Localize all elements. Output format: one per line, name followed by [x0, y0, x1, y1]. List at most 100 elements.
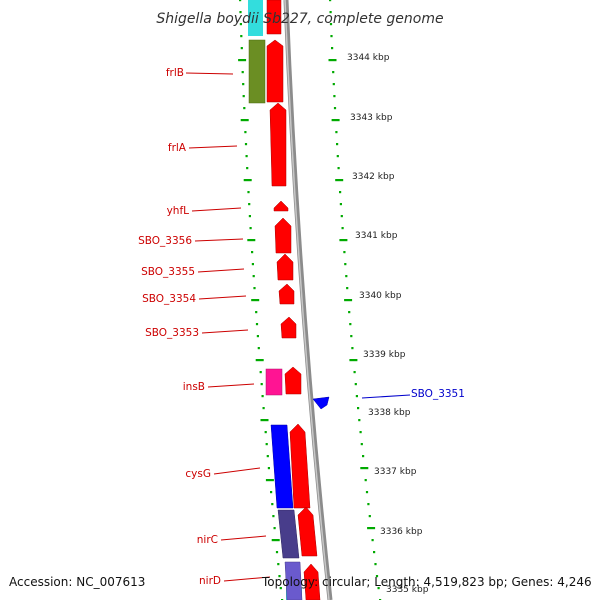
minor-tick-mark — [357, 407, 360, 410]
minor-tick-mark — [251, 251, 254, 254]
kbp-label-3340: 3340 kbp — [359, 291, 402, 301]
minor-tick-mark — [248, 215, 251, 218]
minor-tick-mark — [337, 167, 340, 170]
minor-tick-mark — [253, 287, 256, 290]
cyan-feature-top — [248, 0, 263, 36]
kbp-label-3336: 3336 kbp — [380, 527, 423, 537]
minor-tick-mark — [348, 311, 351, 314]
label-leader-line — [223, 576, 271, 582]
minor-tick-mark — [360, 443, 363, 446]
minor-tick-mark — [248, 203, 251, 206]
minor-tick-mark — [339, 203, 342, 206]
major-tick-mark — [238, 59, 247, 62]
minor-tick-mark — [273, 527, 276, 530]
gene-cysG-blue — [270, 424, 294, 509]
minor-tick-mark — [339, 191, 342, 194]
minor-tick-mark — [239, 0, 242, 2]
minor-tick-mark — [362, 455, 365, 458]
label-leader-line — [188, 145, 238, 149]
minor-tick-mark — [267, 467, 270, 470]
kbp-label-3344: 3344 kbp — [347, 53, 390, 63]
minor-tick-mark — [262, 407, 265, 410]
minor-tick-mark — [341, 227, 344, 230]
minor-tick-mark — [330, 35, 333, 38]
minor-tick-mark — [278, 575, 281, 578]
minor-tick-mark — [358, 419, 361, 422]
minor-tick-mark — [355, 395, 358, 398]
major-tick-mark — [260, 419, 269, 422]
minor-tick-mark — [247, 191, 250, 194]
minor-tick-mark — [242, 95, 245, 98]
minor-tick-mark — [243, 107, 246, 110]
kbp-label-3339: 3339 kbp — [363, 350, 406, 360]
minor-tick-mark — [349, 323, 352, 326]
gene-label-SBO_3354: SBO_3354 — [142, 293, 196, 305]
gene-label-frlB: frlB — [166, 67, 184, 79]
gene-frlA — [269, 102, 287, 187]
minor-tick-mark — [336, 143, 339, 146]
gene-top-red — [266, 0, 282, 35]
minor-tick-mark — [239, 23, 242, 26]
major-tick-mark — [367, 527, 376, 530]
gene-label-SBO_3355: SBO_3355 — [141, 266, 195, 278]
label-leader-line — [220, 535, 267, 541]
minor-tick-mark — [257, 347, 260, 350]
minor-tick-mark — [344, 263, 347, 266]
minor-tick-mark — [346, 287, 349, 290]
major-tick-mark — [344, 299, 353, 302]
gene-frlB — [248, 39, 266, 104]
gene-SBO_3356 — [274, 217, 292, 254]
kbp-label-3335: 3335 kbp — [386, 585, 429, 595]
map-title: Shigella boydii Sb227, complete genome — [156, 11, 443, 27]
minor-tick-mark — [377, 587, 380, 590]
label-leader-line — [213, 467, 261, 475]
label-leader-line — [361, 394, 411, 399]
gene-label-nirD: nirD — [199, 575, 221, 587]
minor-tick-mark — [365, 491, 369, 494]
minor-tick-mark — [329, 11, 332, 14]
minor-tick-mark — [265, 443, 268, 446]
minor-tick-mark — [336, 155, 339, 158]
backbone-line-highlight — [284, 0, 330, 600]
minor-tick-mark — [256, 335, 259, 338]
minor-tick-mark — [242, 83, 245, 86]
minor-tick-mark — [246, 167, 249, 170]
minor-tick-mark — [275, 551, 279, 554]
minor-tick-mark — [353, 371, 356, 374]
gene-nirC-slate — [277, 509, 300, 559]
minor-tick-mark — [252, 275, 255, 278]
major-tick-mark — [335, 179, 344, 182]
gene-cysG — [289, 423, 311, 509]
minor-tick-mark — [239, 11, 242, 14]
label-leader-line — [185, 72, 234, 75]
minor-tick-mark — [364, 479, 367, 482]
minor-tick-mark — [335, 131, 338, 134]
major-tick-mark — [243, 179, 252, 182]
outer-tick-track — [328, 0, 382, 600]
major-tick-mark — [247, 239, 256, 242]
minor-tick-mark — [374, 563, 377, 566]
gene-yhfL — [273, 200, 289, 212]
minor-tick-mark — [333, 95, 336, 98]
major-tick-mark — [339, 239, 348, 242]
major-tick-mark — [255, 359, 264, 362]
gene-insB-pink — [265, 368, 283, 396]
gene-label-yhfL: yhfL — [167, 205, 190, 217]
accession-label: Accession: NC_007613 — [9, 575, 146, 589]
minor-tick-mark — [245, 155, 248, 158]
label-leader-line — [197, 268, 245, 273]
minor-tick-mark — [371, 539, 374, 542]
gene-frlB-red — [266, 39, 284, 103]
minor-tick-mark — [329, 0, 332, 2]
gene-SBO_3351 — [312, 396, 330, 410]
gene-label-SBO_3356: SBO_3356 — [138, 235, 192, 247]
inner-tick-track — [238, 0, 284, 600]
minor-tick-mark — [255, 323, 259, 326]
backbone-line — [283, 0, 333, 600]
kbp-label-3343: 3343 kbp — [350, 113, 393, 123]
minor-tick-mark — [368, 515, 371, 518]
major-tick-mark — [328, 59, 337, 62]
kbp-label-3337: 3337 kbp — [374, 467, 417, 477]
minor-tick-mark — [270, 491, 273, 494]
